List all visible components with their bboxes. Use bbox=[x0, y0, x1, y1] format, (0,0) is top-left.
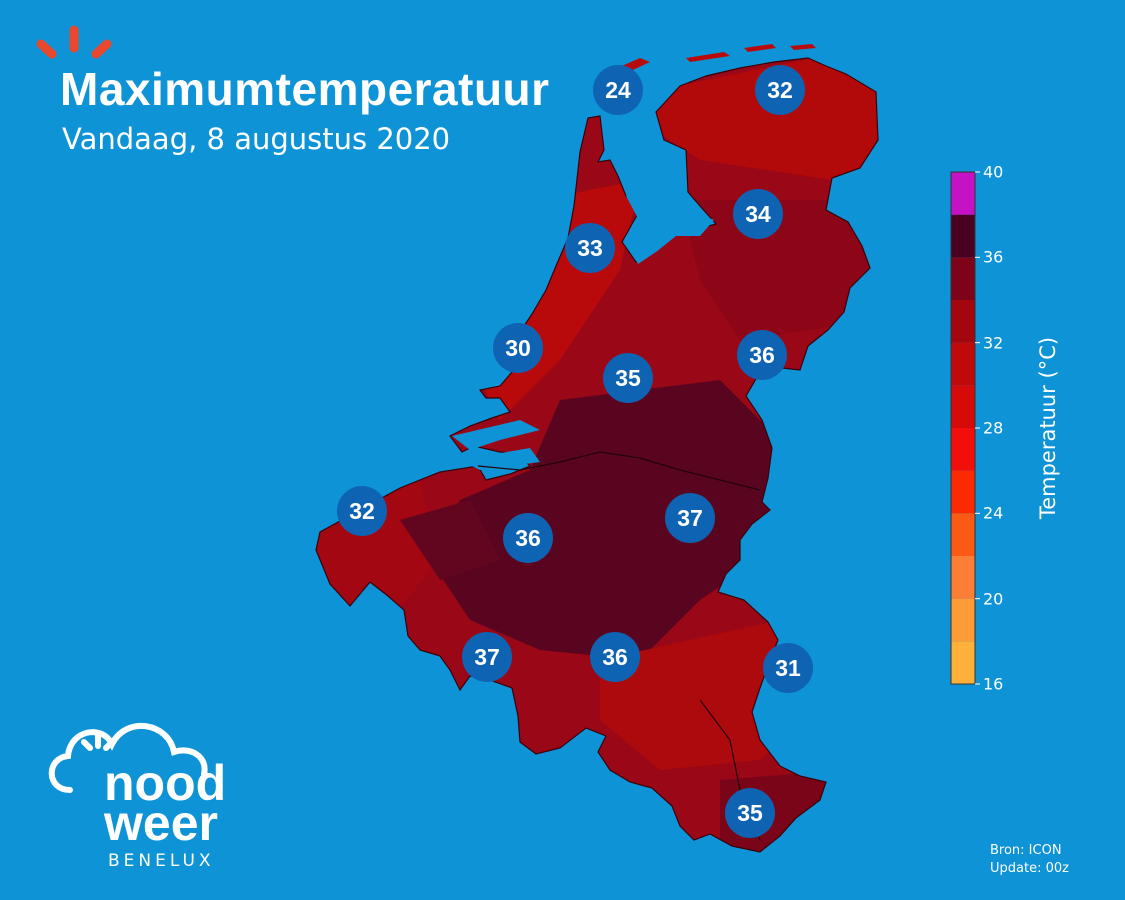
marker-circle bbox=[590, 632, 640, 682]
marker-circle bbox=[493, 323, 543, 373]
colorbar-tick-label: 24 bbox=[983, 503, 1004, 523]
marker-value: 33 bbox=[577, 235, 603, 261]
sun-rays-icon bbox=[36, 25, 112, 59]
temperature-marker: 31 bbox=[763, 643, 813, 693]
page-title: Maximumtemperatuur bbox=[60, 63, 550, 115]
colorbar-band bbox=[951, 641, 975, 684]
marker-value: 32 bbox=[767, 77, 793, 103]
marker-value: 30 bbox=[505, 335, 531, 361]
marker-circle bbox=[733, 189, 783, 239]
marker-value: 35 bbox=[615, 365, 641, 391]
logo-word-nood: nood bbox=[104, 755, 226, 811]
temperature-marker: 34 bbox=[733, 189, 783, 239]
island-schiermonnikoog bbox=[790, 44, 816, 50]
colorbar-band bbox=[951, 342, 975, 386]
marker-value: 36 bbox=[749, 342, 775, 368]
colorbar-tick-label: 32 bbox=[983, 333, 1004, 353]
colorbar-tick-label: 28 bbox=[983, 418, 1004, 438]
logo-word-weer: weer bbox=[103, 795, 218, 851]
marker-value: 37 bbox=[677, 505, 703, 531]
island-terschelling bbox=[686, 52, 730, 62]
temperature-markers: 24 32 34 33 30 36 35 32 37 36 37 36 31 35 bbox=[337, 65, 813, 838]
marker-value: 31 bbox=[775, 655, 801, 681]
colorbar-band bbox=[951, 385, 975, 428]
colorbar-band bbox=[951, 257, 975, 300]
island-ameland bbox=[744, 44, 776, 52]
temperature-marker: 37 bbox=[462, 632, 512, 682]
colorbar-band bbox=[951, 172, 975, 215]
colorbar-tick-label: 36 bbox=[983, 247, 1004, 267]
colorbar-band bbox=[951, 513, 975, 556]
colorbar-band bbox=[951, 428, 975, 471]
temperature-marker: 36 bbox=[737, 330, 787, 380]
noodweer-logo: nood weer BENELUX bbox=[48, 722, 226, 871]
temperature-marker: 33 bbox=[565, 223, 615, 273]
temperature-marker: 32 bbox=[337, 486, 387, 536]
temperature-marker: 35 bbox=[725, 788, 775, 838]
marker-circle bbox=[565, 223, 615, 273]
marker-value: 24 bbox=[605, 77, 631, 103]
marker-value: 35 bbox=[737, 800, 763, 826]
marker-circle bbox=[603, 353, 653, 403]
marker-circle bbox=[503, 513, 553, 563]
marker-circle bbox=[755, 65, 805, 115]
colorbar-band bbox=[951, 598, 975, 642]
source-info: Bron: ICON Update: 00z bbox=[990, 842, 1069, 878]
colorbar-tick-label: 40 bbox=[983, 162, 1004, 182]
ijsselmeer-water bbox=[626, 196, 714, 264]
colorbar bbox=[950, 171, 980, 685]
source-model: Bron: ICON bbox=[990, 843, 1062, 858]
marker-circle bbox=[763, 643, 813, 693]
temperature-marker: 30 bbox=[493, 323, 543, 373]
page-subtitle: Vandaag, 8 augustus 2020 bbox=[62, 122, 451, 156]
temperature-field bbox=[316, 58, 878, 852]
colorbar-band bbox=[951, 556, 975, 599]
marker-circle bbox=[737, 330, 787, 380]
marker-circle bbox=[593, 65, 643, 115]
cloud-sun-icon bbox=[48, 722, 208, 793]
marker-value: 36 bbox=[515, 525, 541, 551]
marker-circle bbox=[337, 486, 387, 536]
marker-value: 36 bbox=[602, 644, 628, 670]
marker-value: 37 bbox=[474, 644, 500, 670]
colorbar-band bbox=[951, 470, 975, 514]
colorbar-band bbox=[951, 300, 975, 343]
marker-value: 34 bbox=[745, 201, 771, 227]
marker-circle bbox=[725, 788, 775, 838]
temperature-marker: 36 bbox=[503, 513, 553, 563]
temperature-marker: 36 bbox=[590, 632, 640, 682]
marker-value: 32 bbox=[349, 498, 375, 524]
source-update: Update: 00z bbox=[990, 861, 1069, 876]
colorbar-band bbox=[951, 214, 975, 258]
temperature-marker: 37 bbox=[665, 493, 715, 543]
temperature-marker: 35 bbox=[603, 353, 653, 403]
marker-circle bbox=[665, 493, 715, 543]
logo-word-benelux: BENELUX bbox=[108, 851, 215, 871]
marker-circle bbox=[462, 632, 512, 682]
temperature-marker: 32 bbox=[755, 65, 805, 115]
zeeland-water bbox=[452, 420, 540, 470]
country-border-nl-be bbox=[477, 451, 761, 491]
temperature-marker: 24 bbox=[593, 65, 643, 115]
colorbar-tick-label: 20 bbox=[983, 589, 1004, 609]
colorbar-tick-label: 16 bbox=[983, 674, 1004, 694]
